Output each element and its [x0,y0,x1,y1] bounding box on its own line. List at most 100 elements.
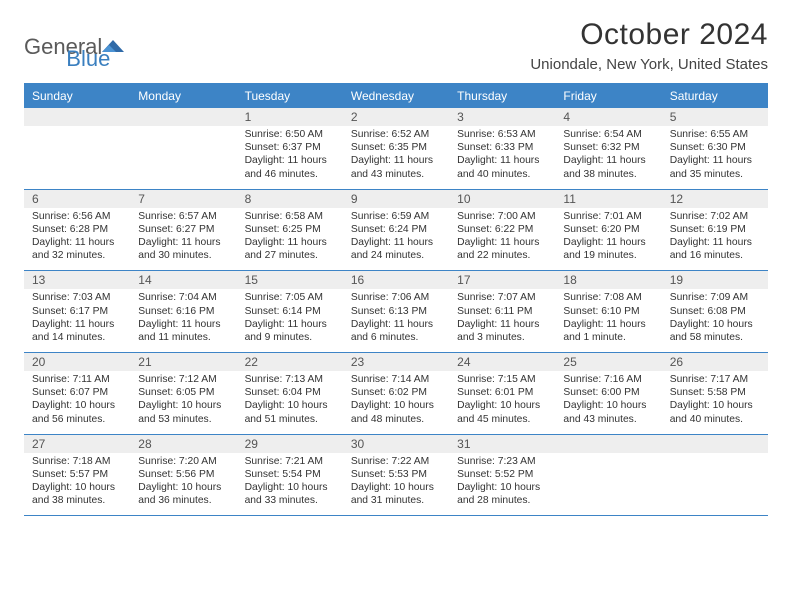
daylight-line-1: Daylight: 11 hours [670,154,760,167]
day-cell: Sunrise: 6:56 AMSunset: 6:28 PMDaylight:… [24,208,130,271]
sunrise-line: Sunrise: 6:55 AM [670,128,760,141]
day-number: 22 [237,353,343,371]
daylight-line-2: and 3 minutes. [457,331,547,344]
day-number: 2 [343,108,449,126]
daynum-row: 13141516171819 [24,271,768,289]
day-cell: Sunrise: 7:20 AMSunset: 5:56 PMDaylight:… [130,453,236,516]
day-number: 17 [449,271,555,289]
sunset-line: Sunset: 6:25 PM [245,223,335,236]
daylight-line-1: Daylight: 10 hours [138,481,228,494]
daylight-line-1: Daylight: 10 hours [351,481,441,494]
daylight-line-1: Daylight: 10 hours [138,399,228,412]
weekday-header: Saturday [662,85,768,108]
sunset-line: Sunset: 6:14 PM [245,305,335,318]
sunrise-line: Sunrise: 7:07 AM [457,291,547,304]
day-cell: Sunrise: 7:01 AMSunset: 6:20 PMDaylight:… [555,208,661,271]
day-number: 26 [662,353,768,371]
day-cell: Sunrise: 7:06 AMSunset: 6:13 PMDaylight:… [343,289,449,352]
cell-body-row: Sunrise: 7:03 AMSunset: 6:17 PMDaylight:… [24,289,768,352]
weekday-header-row: SundayMondayTuesdayWednesdayThursdayFrid… [24,85,768,108]
day-cell: Sunrise: 7:23 AMSunset: 5:52 PMDaylight:… [449,453,555,516]
week-wrapper: 6789101112Sunrise: 6:56 AMSunset: 6:28 P… [24,190,768,272]
daylight-line-1: Daylight: 10 hours [245,399,335,412]
sunrise-line: Sunrise: 6:59 AM [351,210,441,223]
weekday-header: Monday [130,85,236,108]
day-cell: Sunrise: 6:50 AMSunset: 6:37 PMDaylight:… [237,126,343,189]
daylight-line-1: Daylight: 11 hours [563,236,653,249]
sunset-line: Sunset: 5:54 PM [245,468,335,481]
sunrise-line: Sunrise: 6:53 AM [457,128,547,141]
daylight-line-2: and 1 minute. [563,331,653,344]
cell-body-row: Sunrise: 6:56 AMSunset: 6:28 PMDaylight:… [24,208,768,271]
day-cell: Sunrise: 7:00 AMSunset: 6:22 PMDaylight:… [449,208,555,271]
sunrise-line: Sunrise: 7:14 AM [351,373,441,386]
daylight-line-1: Daylight: 11 hours [351,318,441,331]
sunrise-line: Sunrise: 7:00 AM [457,210,547,223]
daylight-line-1: Daylight: 11 hours [457,318,547,331]
sunset-line: Sunset: 6:33 PM [457,141,547,154]
daylight-line-1: Daylight: 11 hours [563,154,653,167]
day-cell: Sunrise: 6:53 AMSunset: 6:33 PMDaylight:… [449,126,555,189]
daynum-row: 20212223242526 [24,353,768,371]
day-number [24,108,130,126]
sunrise-line: Sunrise: 7:20 AM [138,455,228,468]
header: General Blue October 2024 Uniondale, New… [24,18,768,73]
sunset-line: Sunset: 6:37 PM [245,141,335,154]
sunrise-line: Sunrise: 7:22 AM [351,455,441,468]
day-number: 11 [555,190,661,208]
day-cell: Sunrise: 7:15 AMSunset: 6:01 PMDaylight:… [449,371,555,434]
daylight-line-2: and 19 minutes. [563,249,653,262]
sunrise-line: Sunrise: 6:57 AM [138,210,228,223]
daylight-line-2: and 40 minutes. [670,413,760,426]
sunrise-line: Sunrise: 6:56 AM [32,210,122,223]
daylight-line-1: Daylight: 10 hours [351,399,441,412]
daylight-line-2: and 16 minutes. [670,249,760,262]
day-number: 24 [449,353,555,371]
day-number: 6 [24,190,130,208]
sunset-line: Sunset: 6:32 PM [563,141,653,154]
sunset-line: Sunset: 6:04 PM [245,386,335,399]
location-text: Uniondale, New York, United States [530,56,768,73]
daylight-line-1: Daylight: 11 hours [563,318,653,331]
weekday-header: Sunday [24,85,130,108]
daylight-line-1: Daylight: 10 hours [32,481,122,494]
sunset-line: Sunset: 5:58 PM [670,386,760,399]
day-cell: Sunrise: 7:11 AMSunset: 6:07 PMDaylight:… [24,371,130,434]
sunrise-line: Sunrise: 7:08 AM [563,291,653,304]
title-block: October 2024 Uniondale, New York, United… [530,18,768,73]
day-cell: Sunrise: 7:04 AMSunset: 6:16 PMDaylight:… [130,289,236,352]
day-cell: Sunrise: 7:16 AMSunset: 6:00 PMDaylight:… [555,371,661,434]
daylight-line-1: Daylight: 11 hours [457,154,547,167]
daylight-line-1: Daylight: 11 hours [670,236,760,249]
sunrise-line: Sunrise: 7:06 AM [351,291,441,304]
sunrise-line: Sunrise: 7:21 AM [245,455,335,468]
sunrise-line: Sunrise: 7:01 AM [563,210,653,223]
sunset-line: Sunset: 6:08 PM [670,305,760,318]
sunset-line: Sunset: 6:35 PM [351,141,441,154]
day-number: 29 [237,435,343,453]
day-cell: Sunrise: 6:54 AMSunset: 6:32 PMDaylight:… [555,126,661,189]
daylight-line-2: and 36 minutes. [138,494,228,507]
daylight-line-1: Daylight: 11 hours [32,236,122,249]
day-number: 5 [662,108,768,126]
daylight-line-1: Daylight: 10 hours [563,399,653,412]
daylight-line-1: Daylight: 11 hours [351,154,441,167]
sunset-line: Sunset: 5:52 PM [457,468,547,481]
day-cell: Sunrise: 6:55 AMSunset: 6:30 PMDaylight:… [662,126,768,189]
calendar-page: General Blue October 2024 Uniondale, New… [0,0,792,526]
day-number: 9 [343,190,449,208]
daylight-line-1: Daylight: 11 hours [245,154,335,167]
day-number: 20 [24,353,130,371]
sunset-line: Sunset: 6:27 PM [138,223,228,236]
sunset-line: Sunset: 6:20 PM [563,223,653,236]
daylight-line-2: and 38 minutes. [32,494,122,507]
sunset-line: Sunset: 6:17 PM [32,305,122,318]
sunrise-line: Sunrise: 7:23 AM [457,455,547,468]
day-number: 10 [449,190,555,208]
day-cell: Sunrise: 7:02 AMSunset: 6:19 PMDaylight:… [662,208,768,271]
day-number: 13 [24,271,130,289]
daylight-line-1: Daylight: 11 hours [32,318,122,331]
day-number: 30 [343,435,449,453]
day-number: 3 [449,108,555,126]
sunrise-line: Sunrise: 7:13 AM [245,373,335,386]
